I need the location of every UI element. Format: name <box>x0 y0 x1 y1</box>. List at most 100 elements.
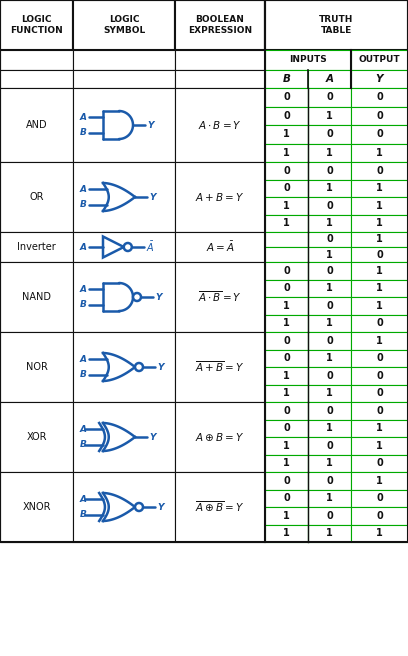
Text: 1: 1 <box>283 129 290 139</box>
Text: 1: 1 <box>283 441 290 451</box>
Bar <box>351 125 408 144</box>
Text: 0: 0 <box>326 266 333 276</box>
Text: NAND: NAND <box>22 292 51 302</box>
Bar <box>0 332 73 402</box>
Bar <box>308 419 351 437</box>
Text: TRUTH
TABLE: TRUTH TABLE <box>319 15 354 35</box>
Bar <box>265 314 308 332</box>
Bar <box>175 232 265 262</box>
Text: 0: 0 <box>326 234 333 245</box>
Bar <box>351 279 408 297</box>
Text: A: A <box>80 184 87 194</box>
Bar <box>265 332 308 350</box>
Text: Y: Y <box>376 74 383 84</box>
Bar <box>0 402 73 472</box>
Text: 1: 1 <box>376 441 383 451</box>
Bar <box>308 125 351 144</box>
Text: 1: 1 <box>326 423 333 433</box>
Bar <box>351 106 408 125</box>
Bar <box>351 489 408 507</box>
Text: 1: 1 <box>376 528 383 539</box>
Bar <box>265 180 308 197</box>
Bar <box>265 215 308 232</box>
Bar <box>73 88 175 162</box>
Text: 1: 1 <box>326 318 333 328</box>
Bar <box>175 70 265 88</box>
Bar <box>351 402 408 419</box>
Bar <box>73 0 175 50</box>
Bar <box>351 162 408 180</box>
Bar <box>308 367 351 384</box>
Bar <box>175 162 265 232</box>
Bar <box>308 262 351 279</box>
Text: 0: 0 <box>376 318 383 328</box>
Text: 1: 1 <box>376 201 383 211</box>
Bar <box>308 144 351 162</box>
Bar <box>351 197 408 215</box>
Text: $A + B = Y$: $A + B = Y$ <box>195 191 245 203</box>
Bar <box>73 70 175 88</box>
Bar <box>351 247 408 262</box>
Polygon shape <box>103 237 124 258</box>
Text: 0: 0 <box>283 493 290 503</box>
Text: 0: 0 <box>326 371 333 380</box>
Text: 0: 0 <box>326 201 333 211</box>
Text: A: A <box>80 355 87 363</box>
Text: 0: 0 <box>376 111 383 121</box>
Text: 1: 1 <box>376 148 383 157</box>
Text: 1: 1 <box>326 111 333 121</box>
Text: B: B <box>80 129 87 137</box>
Bar <box>351 455 408 472</box>
Text: 1: 1 <box>326 528 333 539</box>
Text: 0: 0 <box>376 129 383 139</box>
Bar <box>265 455 308 472</box>
Bar <box>351 180 408 197</box>
Text: 1: 1 <box>283 371 290 380</box>
Text: 0: 0 <box>283 283 290 293</box>
Text: 1: 1 <box>376 336 383 346</box>
Text: 1: 1 <box>326 353 333 363</box>
Bar <box>0 70 73 88</box>
Text: 1: 1 <box>376 423 383 433</box>
Bar <box>0 0 408 542</box>
Text: LOGIC
FUNCTION: LOGIC FUNCTION <box>10 15 63 35</box>
Text: 1: 1 <box>376 300 383 311</box>
Text: 0: 0 <box>376 371 383 380</box>
Bar <box>175 332 265 402</box>
Bar <box>308 332 351 350</box>
Text: 0: 0 <box>283 183 290 194</box>
Bar <box>265 70 308 88</box>
Bar <box>308 106 351 125</box>
Text: $\overline{A \oplus B} = Y$: $\overline{A \oplus B} = Y$ <box>195 500 245 514</box>
Bar <box>351 314 408 332</box>
Bar <box>351 88 408 106</box>
Text: 1: 1 <box>283 148 290 157</box>
Text: Y: Y <box>147 121 153 129</box>
Bar <box>308 455 351 472</box>
Text: A: A <box>80 243 87 251</box>
Bar <box>308 437 351 455</box>
Bar <box>265 247 308 262</box>
Text: 0: 0 <box>376 92 383 102</box>
Bar <box>308 180 351 197</box>
Bar <box>308 88 351 106</box>
Bar <box>351 50 408 70</box>
Bar <box>0 88 73 162</box>
Text: 0: 0 <box>283 166 290 176</box>
Bar <box>351 437 408 455</box>
Bar <box>351 215 408 232</box>
Bar <box>351 507 408 525</box>
Bar <box>265 367 308 384</box>
Bar <box>308 472 351 489</box>
Text: 1: 1 <box>326 388 333 398</box>
Text: 1: 1 <box>283 528 290 539</box>
Bar <box>308 247 351 262</box>
Text: B: B <box>80 371 87 379</box>
Text: 1: 1 <box>376 283 383 293</box>
Ellipse shape <box>135 363 143 371</box>
Text: 0: 0 <box>283 406 290 416</box>
Bar <box>308 297 351 314</box>
Text: B: B <box>80 200 87 209</box>
Text: 0: 0 <box>326 129 333 139</box>
Text: 1: 1 <box>326 459 333 468</box>
